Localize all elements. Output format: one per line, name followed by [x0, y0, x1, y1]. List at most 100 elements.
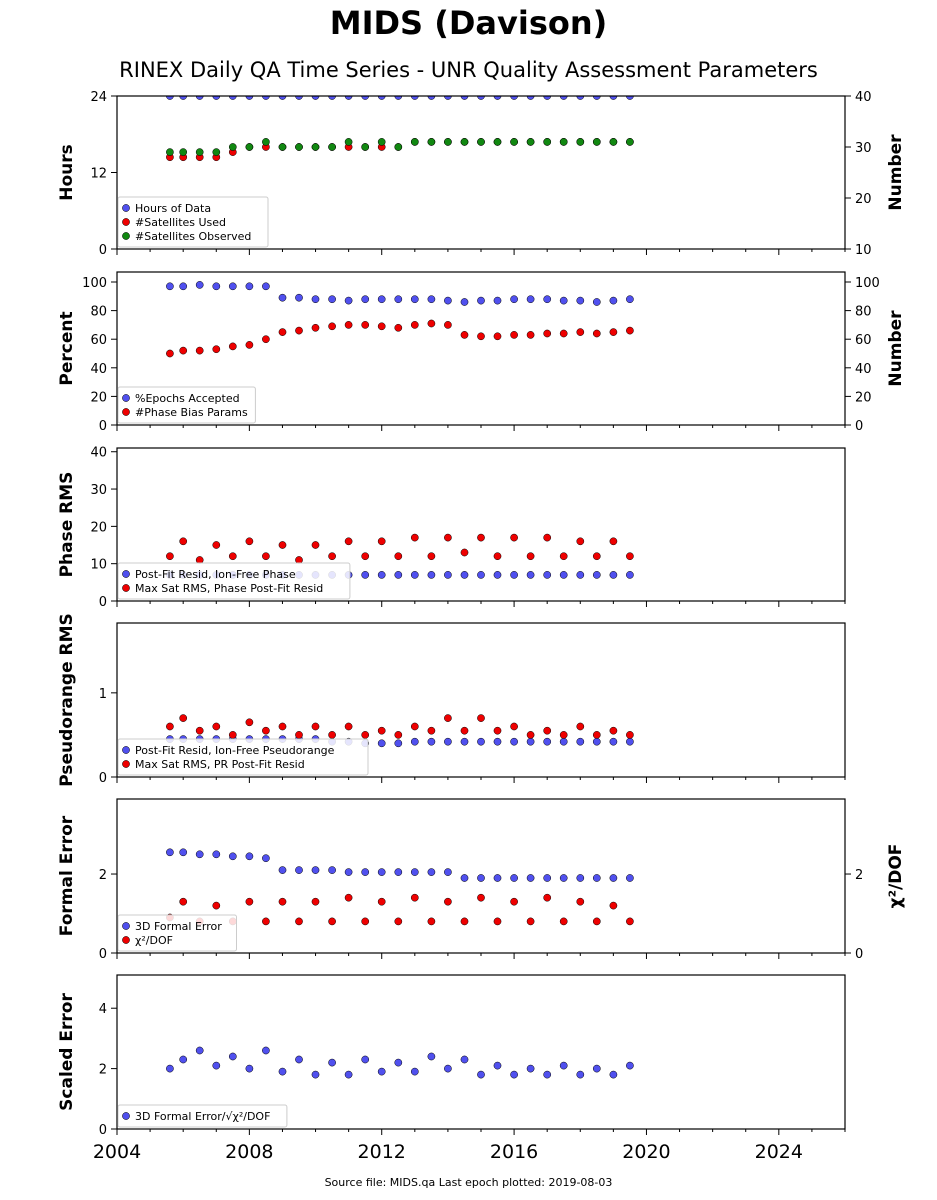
y-tick-label: 2	[99, 1063, 107, 1078]
point-post-fit-resid-ion-free-phase	[626, 571, 634, 579]
y-axis-label-right: Number	[886, 134, 906, 211]
point-phase-bias-params	[576, 328, 585, 336]
point-3d-formal-error	[592, 874, 601, 882]
y-tick-label: 24	[90, 90, 107, 105]
point-max-sat-rms-pr-post-fit-resid	[493, 726, 502, 735]
point-dof	[311, 897, 320, 906]
point-satellites-observed	[377, 138, 386, 146]
legend: Hours of Data#Satellites Used#Satellites…	[117, 196, 269, 248]
point-max-sat-rms-phase-post-fit-resid	[328, 552, 336, 561]
y-tick-label: 100	[82, 276, 107, 291]
legend-label: 3D Formal Error	[135, 920, 222, 933]
point-3d-formal-error-dof	[477, 1070, 485, 1079]
source-footer: Source file: MIDS.qa Last epoch plotted:…	[324, 1176, 613, 1189]
point-max-sat-rms-pr-post-fit-resid	[212, 722, 221, 731]
legend-box	[117, 738, 369, 776]
point-post-fit-resid-ion-free-pseudorange	[626, 737, 634, 746]
point-satellites-observed	[166, 148, 174, 156]
point-epochs-accepted	[195, 281, 204, 289]
point-3d-formal-error-dof	[195, 1046, 204, 1055]
point-3d-formal-error	[311, 866, 320, 874]
x-tick-label: 2024	[755, 1141, 803, 1163]
point-phase-bias-params	[212, 345, 221, 354]
legend-label: Post-Fit Resid, Ion-Free Phase	[135, 568, 296, 581]
point-max-sat-rms-phase-post-fit-resid	[344, 537, 353, 546]
point-post-fit-resid-ion-free-pseudorange	[609, 737, 618, 746]
point-max-sat-rms-pr-post-fit-resid	[427, 726, 436, 735]
point-satellites-observed	[394, 143, 403, 151]
y-axis-label: Hours	[57, 144, 77, 201]
point-satellites-observed	[626, 138, 634, 146]
point-max-sat-rms-pr-post-fit-resid	[278, 722, 287, 731]
point-post-fit-resid-ion-free-pseudorange	[377, 739, 386, 748]
point-max-sat-rms-phase-post-fit-resid	[377, 537, 386, 546]
point-dof	[410, 893, 419, 902]
legend-marker	[122, 760, 130, 768]
legend-label: #Satellites Observed	[135, 230, 251, 243]
point-max-sat-rms-phase-post-fit-resid	[576, 537, 585, 546]
data-points	[166, 281, 634, 358]
point-max-sat-rms-phase-post-fit-resid	[410, 533, 419, 542]
y-tick-label-right: 20	[855, 390, 872, 405]
chart-title: MIDS (Davison)	[329, 4, 608, 42]
point-phase-bias-params	[228, 342, 237, 351]
point-3d-formal-error-dof	[228, 1052, 237, 1061]
y-tick-label: 30	[90, 483, 107, 498]
point-satellites-observed	[526, 138, 535, 146]
point-max-sat-rms-pr-post-fit-resid	[228, 731, 237, 739]
point-max-sat-rms-pr-post-fit-resid	[559, 731, 568, 739]
legend-marker	[122, 936, 130, 944]
point-3d-formal-error-dof	[278, 1067, 287, 1076]
point-3d-formal-error-dof	[609, 1070, 618, 1079]
legend: Post-Fit Resid, Ion-Free PseudorangeMax …	[117, 738, 369, 776]
point-epochs-accepted	[460, 298, 469, 306]
point-max-sat-rms-phase-post-fit-resid	[262, 552, 270, 561]
point-phase-bias-params	[278, 328, 287, 336]
point-phase-bias-params	[410, 321, 419, 329]
point-max-sat-rms-phase-post-fit-resid	[427, 552, 436, 561]
point-3d-formal-error-dof	[592, 1064, 601, 1073]
point-phase-bias-params	[477, 332, 485, 341]
legend: %Epochs Accepted#Phase Bias Params	[117, 386, 256, 424]
point-3d-formal-error-dof	[394, 1058, 403, 1067]
point-phase-bias-params	[311, 323, 320, 332]
y-tick-label: 40	[90, 446, 107, 461]
point-post-fit-resid-ion-free-phase	[559, 571, 568, 579]
y-axis-label: Pseudorange RMS	[57, 613, 77, 787]
point-dof	[344, 893, 353, 902]
point-max-sat-rms-pr-post-fit-resid	[626, 731, 634, 739]
point-epochs-accepted	[361, 295, 370, 304]
y-tick-label: 2	[99, 868, 107, 883]
y-tick-label: 12	[90, 167, 107, 182]
point-post-fit-resid-ion-free-phase	[477, 571, 485, 579]
point-max-sat-rms-pr-post-fit-resid	[576, 722, 585, 731]
point-dof	[328, 917, 336, 926]
point-3d-formal-error	[228, 852, 237, 861]
point-epochs-accepted	[626, 295, 634, 304]
point-dof	[460, 917, 469, 926]
point-max-sat-rms-phase-post-fit-resid	[477, 533, 485, 542]
point-max-sat-rms-pr-post-fit-resid	[311, 722, 320, 731]
legend-label: χ²/DOF	[135, 934, 173, 947]
y-tick-label-right: 80	[855, 305, 872, 320]
panel-percent: 0 20 40 60 80 100 0 20 40 60 80 100 Percent Number %Ep…	[57, 271, 906, 434]
point-3d-formal-error-dof	[262, 1046, 270, 1055]
y-tick-label-right: 40	[855, 90, 872, 105]
point-epochs-accepted	[377, 295, 386, 304]
point-max-sat-rms-phase-post-fit-resid	[179, 537, 188, 546]
point-dof	[262, 917, 270, 926]
point-phase-bias-params	[609, 328, 618, 336]
point-max-sat-rms-phase-post-fit-resid	[361, 552, 370, 561]
point-max-sat-rms-pr-post-fit-resid	[377, 726, 386, 735]
point-epochs-accepted	[394, 295, 403, 304]
point-max-sat-rms-phase-post-fit-resid	[212, 541, 221, 549]
data-points	[166, 1046, 634, 1079]
point-post-fit-resid-ion-free-phase	[609, 571, 618, 579]
legend-label: Post-Fit Resid, Ion-Free Pseudorange	[135, 744, 335, 757]
point-3d-formal-error-dof	[377, 1067, 386, 1076]
y-tick-label: 0	[99, 947, 107, 962]
point-3d-formal-error	[477, 874, 485, 882]
y-tick-label-right: 30	[855, 141, 872, 156]
point-satellites-observed	[543, 138, 552, 146]
